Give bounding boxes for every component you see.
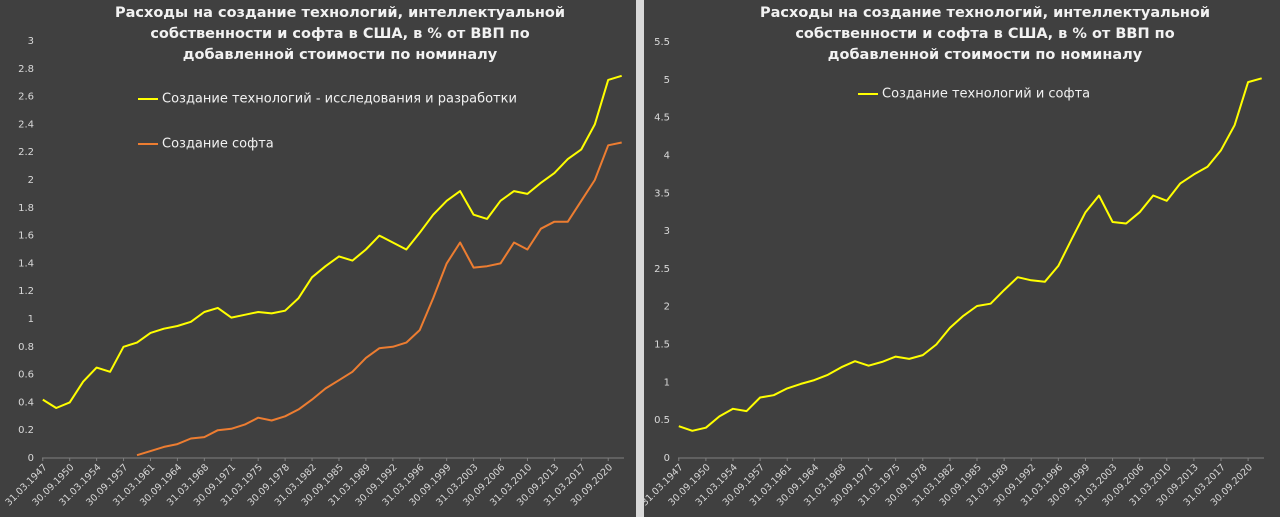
legend-label: Создание софта <box>162 137 274 152</box>
y-tick-label: 2 <box>664 302 670 313</box>
y-tick-label: 2.2 <box>18 147 34 158</box>
y-tick-label: 0.2 <box>18 425 34 436</box>
y-tick-label: 1.8 <box>18 203 34 214</box>
y-tick-label: 2 <box>28 175 34 186</box>
y-tick-label: 3 <box>28 36 34 47</box>
series-line <box>136 141 622 457</box>
chart-title: Расходы на создание технологий, интеллек… <box>759 5 1211 63</box>
y-tick-label: 4.5 <box>654 113 670 124</box>
chart-title: Расходы на создание технологий, интеллек… <box>114 5 566 63</box>
y-tick-label: 0 <box>664 453 670 464</box>
y-tick-label: 3 <box>664 226 670 237</box>
y-tick-label: 2.8 <box>18 64 34 75</box>
y-tick-label: 5 <box>664 75 670 86</box>
y-tick-label: 2.5 <box>654 264 670 275</box>
y-tick-label: 0.8 <box>18 342 34 353</box>
legend-label: Создание технологий и софта <box>882 87 1090 102</box>
y-tick-label: 1 <box>664 377 670 388</box>
y-tick-label: 0.6 <box>18 370 34 381</box>
y-tick-label: 0 <box>28 453 34 464</box>
y-tick-label: 1.6 <box>18 231 34 242</box>
y-tick-label: 3.5 <box>654 188 670 199</box>
series-line <box>42 74 622 409</box>
panel <box>644 0 1280 517</box>
y-tick-label: 2.4 <box>18 119 34 130</box>
y-tick-label: 1.2 <box>18 286 34 297</box>
y-tick-label: 0.5 <box>654 415 670 426</box>
y-tick-label: 0.4 <box>18 397 34 408</box>
y-tick-label: 1 <box>28 314 34 325</box>
y-tick-label: 5.5 <box>654 37 670 48</box>
y-tick-label: 4 <box>664 150 670 161</box>
panel <box>0 0 636 517</box>
y-tick-label: 1.4 <box>18 258 34 269</box>
y-tick-label: 1.5 <box>654 340 670 351</box>
legend-label: Создание технологий - исследования и раз… <box>162 92 517 107</box>
y-tick-label: 2.6 <box>18 92 34 103</box>
series-line <box>678 77 1262 432</box>
